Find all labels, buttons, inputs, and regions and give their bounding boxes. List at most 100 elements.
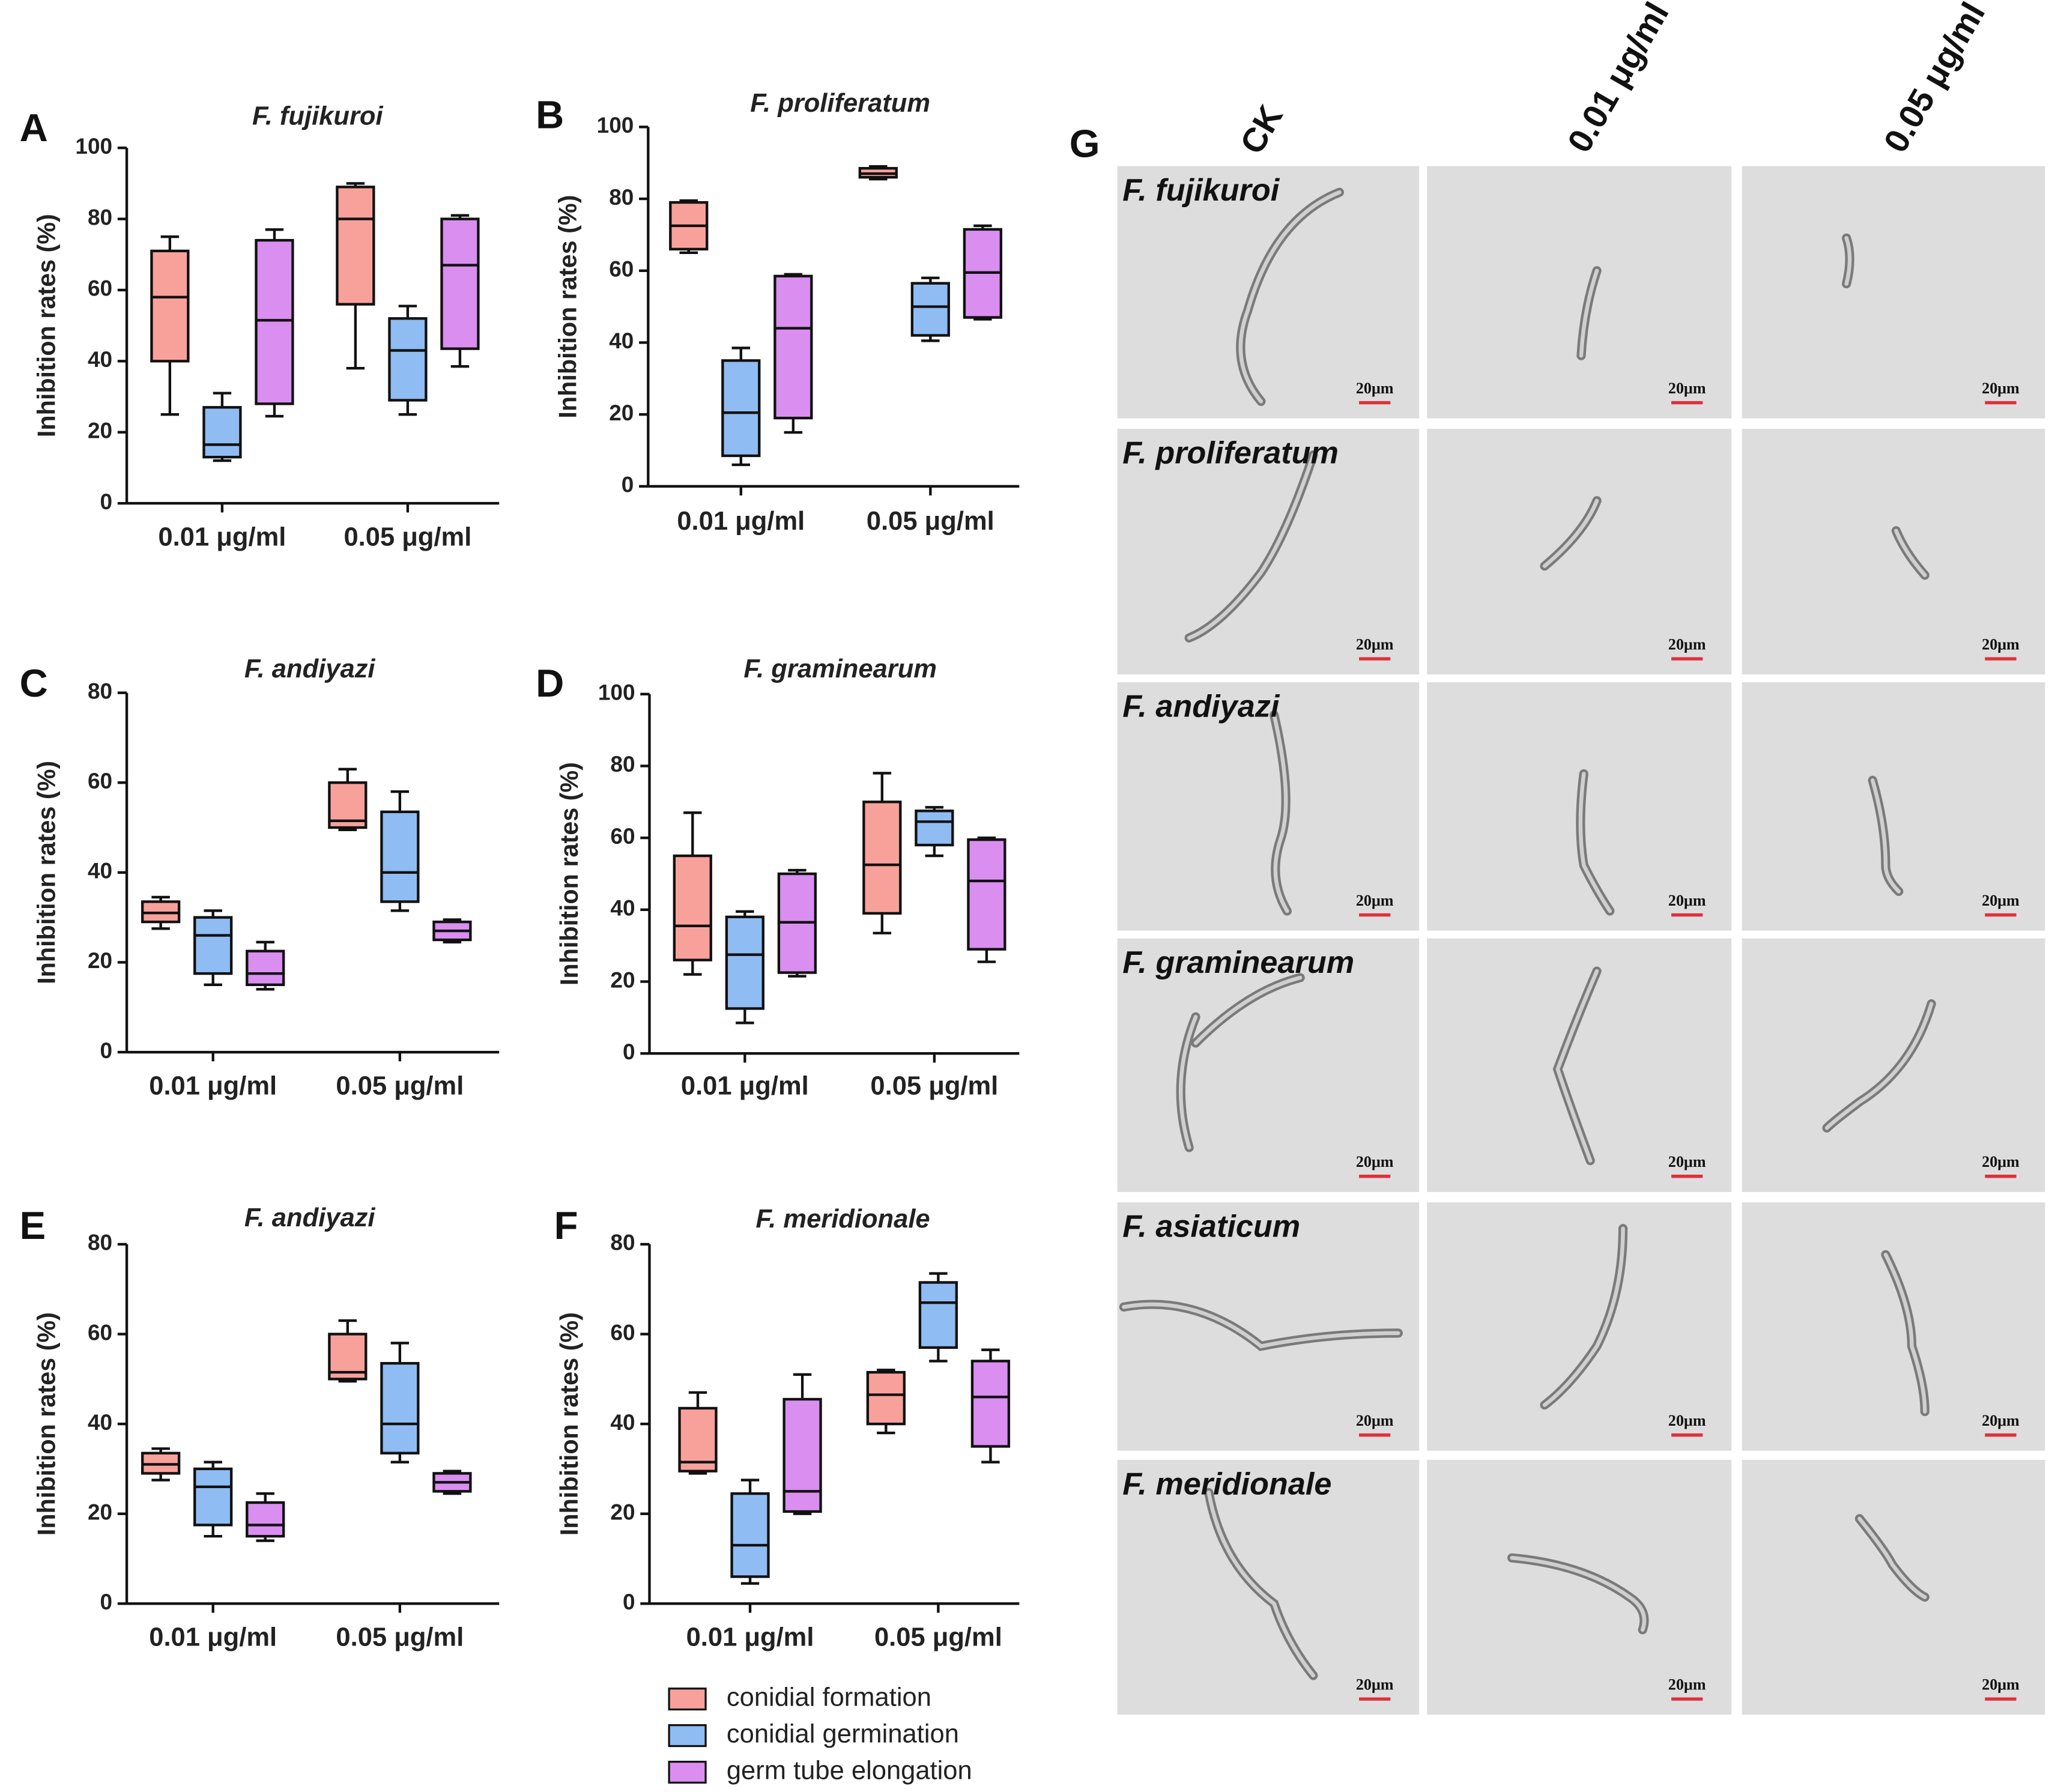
- legend-swatch: [668, 1724, 707, 1748]
- box: [915, 810, 954, 847]
- hypha-core: [1510, 1555, 1647, 1632]
- panel-letter: G: [1070, 121, 1100, 165]
- box: [910, 282, 950, 337]
- chart-title: F. andiyazi: [244, 1203, 376, 1232]
- hypha: [1176, 973, 1305, 1152]
- y-tick-label: 60: [609, 257, 634, 282]
- y-tick-label: 60: [610, 1320, 635, 1345]
- micrograph: [1117, 938, 1420, 1192]
- y-tick-label: 20: [610, 1500, 635, 1524]
- y-tick-label: 0: [100, 1038, 113, 1063]
- y-tick-label: 80: [88, 1230, 112, 1255]
- x-tick-label: 0.01 μg/ml: [677, 507, 805, 536]
- x-tick-label: 0.01 μg/ml: [149, 1071, 277, 1100]
- box: [380, 1361, 420, 1454]
- scale-bar-label: 20μm: [1668, 892, 1706, 909]
- y-axis-label: Inhibition rates (%): [555, 1312, 583, 1536]
- hypha-core: [1883, 1253, 1927, 1414]
- x-tick-label: 0.05 μg/ml: [867, 507, 994, 536]
- micrograph: [1117, 682, 1420, 931]
- box: [782, 1397, 822, 1513]
- box: [246, 949, 285, 987]
- x-tick-label: 0.01 μg/ml: [149, 1623, 277, 1652]
- row-label: F. fujikuroi: [1122, 173, 1280, 208]
- hypha-core: [1542, 498, 1599, 568]
- micrograph: [1742, 938, 2045, 1192]
- y-tick-label: 40: [610, 896, 635, 921]
- hypha: [1552, 966, 1602, 1166]
- x-tick-label: 0.01 μg/ml: [681, 1071, 809, 1100]
- scale-bar-label: 20μm: [1668, 1412, 1706, 1429]
- scale-bar-label: 20μm: [1356, 1153, 1394, 1170]
- scale-bar-label: 20μm: [1982, 1412, 2020, 1429]
- x-tick-label: 0.01 μg/ml: [686, 1623, 814, 1652]
- x-tick-label: 0.01 μg/ml: [158, 522, 286, 551]
- y-tick-label: 80: [610, 752, 635, 776]
- box: [388, 317, 428, 402]
- box: [336, 186, 375, 306]
- box: [725, 915, 764, 1010]
- y-tick-label: 40: [88, 1410, 112, 1435]
- micrograph: [1427, 938, 1732, 1192]
- hypha: [1868, 775, 1904, 896]
- box: [193, 916, 233, 975]
- y-axis-label: Inhibition rates (%): [32, 1312, 60, 1536]
- row-label: F. asiaticum: [1122, 1209, 1300, 1244]
- x-tick-label: 0.05 μg/ml: [336, 1071, 464, 1100]
- hypha-core: [1844, 236, 1852, 286]
- panel-letter: F: [554, 1203, 578, 1247]
- micrograph: [1742, 1459, 2045, 1715]
- y-tick-label: 80: [88, 205, 112, 229]
- box: [380, 810, 420, 903]
- hypha-core: [1579, 268, 1599, 358]
- hypha-core: [1555, 969, 1599, 1163]
- y-tick-label: 100: [75, 134, 112, 159]
- y-tick-label: 0: [623, 1590, 635, 1614]
- hypha: [1842, 233, 1854, 289]
- y-tick-label: 20: [609, 401, 634, 425]
- hypha-core: [1894, 528, 1927, 578]
- box: [440, 217, 480, 350]
- scale-bar-label: 20μm: [1668, 380, 1706, 397]
- y-tick-label: 0: [100, 489, 113, 514]
- box: [246, 1501, 285, 1538]
- row-label: F. graminearum: [1122, 945, 1354, 980]
- scale-bar-label: 20μm: [1356, 1675, 1394, 1693]
- panel-letter: B: [536, 92, 564, 136]
- scale-bar-label: 20μm: [1982, 1675, 2020, 1693]
- panel-letter: C: [20, 661, 48, 705]
- y-tick-label: 20: [88, 1500, 112, 1524]
- scale-bar-label: 20μm: [1982, 1153, 2020, 1170]
- hypha-core: [1272, 713, 1289, 913]
- y-tick-label: 100: [598, 680, 635, 705]
- legend-label: conidial germination: [727, 1720, 959, 1749]
- box: [150, 249, 190, 363]
- y-tick-label: 20: [88, 948, 112, 973]
- micrograph: [1742, 429, 2045, 675]
- scale-bar-label: 20μm: [1982, 635, 2020, 653]
- scale-bar-label: 20μm: [1982, 380, 2020, 397]
- x-tick-label: 0.05 μg/ml: [870, 1071, 998, 1100]
- chart-title: F. andiyazi: [244, 655, 376, 683]
- chart-title: F. graminearum: [743, 655, 937, 683]
- legend-swatch: [668, 1688, 707, 1711]
- legend-label: conidial formation: [727, 1683, 931, 1712]
- panel-letter: D: [536, 661, 564, 705]
- scale-bar-label: 20μm: [1356, 380, 1394, 397]
- scale-bar-label: 20μm: [1982, 892, 2020, 909]
- hypha: [1507, 1553, 1649, 1635]
- micrograph: [1742, 166, 2045, 419]
- row-label: F. andiyazi: [1122, 689, 1280, 724]
- box: [970, 1360, 1011, 1448]
- box: [202, 406, 242, 459]
- row-label: F. meridionale: [1122, 1467, 1331, 1501]
- hypha: [1270, 710, 1292, 916]
- box: [773, 274, 813, 420]
- micrograph: [1117, 1202, 1420, 1451]
- hypha: [1576, 266, 1602, 360]
- scale-bar-label: 20μm: [1668, 1675, 1706, 1693]
- hypha-core: [1824, 1002, 1934, 1130]
- panel-letter: E: [20, 1203, 46, 1247]
